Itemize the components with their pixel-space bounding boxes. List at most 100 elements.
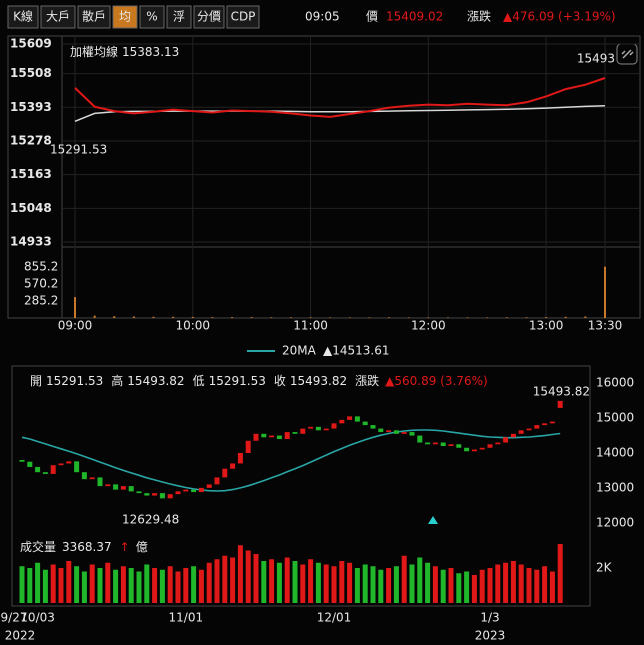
volume-bar — [505, 317, 508, 318]
volume-bar — [206, 562, 212, 603]
volume-bar — [440, 569, 446, 603]
volume-bar — [331, 566, 337, 603]
volume-bar — [261, 561, 267, 603]
toolbar-button[interactable] — [77, 5, 111, 29]
volume-bar — [81, 571, 87, 603]
toolbar-button[interactable] — [139, 5, 165, 29]
toolbar-button[interactable] — [40, 5, 76, 29]
toolbar-button[interactable] — [166, 5, 192, 29]
volume-bar — [300, 564, 306, 603]
x-tick-label: 1/3 — [480, 611, 499, 625]
volume-unit: 億 — [136, 540, 148, 554]
volume-bar — [315, 562, 321, 603]
annotation: 15291.53 — [50, 143, 107, 157]
candle-body — [362, 421, 368, 426]
volume-bar — [191, 316, 194, 318]
x-tick-label: 11:00 — [293, 319, 328, 333]
candle-body — [534, 425, 540, 429]
candle-body — [425, 442, 431, 445]
candle-body — [542, 423, 548, 426]
y-tick-label: 15000 — [596, 411, 634, 425]
volume-bar — [542, 566, 548, 603]
volume-bar — [222, 555, 228, 603]
candle-body — [276, 435, 282, 440]
volume-bar — [347, 562, 353, 603]
volume-bar — [401, 555, 407, 603]
x-tick-label: 12:00 — [411, 319, 446, 333]
toolbar-button-label: % — [146, 10, 157, 24]
volume-bar — [309, 317, 312, 318]
intraday-panel — [7, 35, 641, 319]
legend-name: 加權均線 — [70, 44, 118, 59]
volume-bar — [409, 564, 415, 603]
volume-bar — [339, 561, 345, 603]
candle-body — [308, 426, 314, 429]
candle-body — [292, 432, 298, 434]
ohlc-label: 低 — [193, 374, 205, 388]
x-tick-label: 09:00 — [58, 319, 93, 333]
y-tick-label: 13000 — [596, 480, 634, 494]
y-tick-label: 15508 — [10, 66, 52, 80]
price: 15409.02 — [386, 10, 443, 24]
candle-body — [417, 435, 423, 443]
volume-bar — [368, 317, 371, 318]
x-tick-label: 13:30 — [588, 319, 623, 333]
volume-bar — [471, 575, 477, 603]
toolbar-button[interactable] — [193, 5, 225, 29]
toolbar-button[interactable] — [112, 5, 138, 29]
y-tick-label: 15393 — [10, 100, 52, 114]
volume-bar — [113, 316, 116, 318]
x-tick-label: 10:00 — [175, 319, 210, 333]
volume-bar — [329, 317, 332, 318]
change: ▲476.09 (+3.19%) — [503, 10, 616, 24]
volume-bar — [253, 554, 259, 603]
candle-body — [510, 433, 516, 438]
link-icon — [621, 49, 634, 59]
candle-body — [354, 416, 360, 422]
candle-body — [261, 433, 267, 438]
volume-bar — [211, 317, 214, 318]
x-tick-label: 13:00 — [529, 319, 564, 333]
volume-bar — [269, 559, 275, 603]
volume-bar — [545, 317, 548, 318]
legend-value: 15383.13 — [122, 45, 179, 59]
volume-bar — [276, 562, 282, 603]
volume-bar — [105, 562, 111, 603]
candle-body — [526, 428, 532, 431]
volume-bar — [97, 568, 103, 603]
candle-body — [66, 461, 72, 464]
signal-marker — [428, 516, 438, 524]
y-tick-label: 15048 — [10, 201, 52, 215]
volume-tick-label: 285.2 — [24, 293, 58, 307]
volume-bar — [42, 569, 48, 603]
volume-bar — [198, 569, 204, 603]
candle-body — [557, 400, 563, 408]
candle-body — [136, 491, 142, 494]
volume-bar — [378, 569, 384, 603]
volume-bar — [230, 557, 236, 603]
volume-bar — [292, 561, 298, 603]
volume-bar — [132, 316, 135, 318]
volume-bar — [393, 566, 399, 603]
toolbar-button[interactable] — [7, 5, 39, 29]
y-tick-label: 16000 — [596, 376, 634, 390]
volume-tick-label: 855.2 — [24, 259, 58, 273]
toolbar-button-label: CDP — [231, 10, 256, 24]
volume-bar — [584, 316, 587, 318]
volume-bar — [549, 571, 555, 603]
change-label: 漲跌 — [467, 9, 491, 24]
volume-tick-label: 570.2 — [24, 276, 58, 290]
volume-bar — [214, 559, 220, 603]
candle-body — [128, 486, 134, 492]
candle-body — [27, 461, 33, 467]
volume-bar — [270, 317, 273, 318]
toolbar-button[interactable] — [226, 5, 260, 29]
volume-bar — [425, 562, 431, 603]
candle-body — [222, 468, 228, 478]
x-tick-label: 9/27 — [1, 611, 28, 625]
volume-bar — [456, 573, 462, 603]
volume-tick-label: 2K — [596, 561, 613, 575]
volume-bar — [510, 561, 516, 603]
legend: 加權均線 15383.13 — [70, 44, 179, 59]
candle-body — [120, 486, 126, 490]
